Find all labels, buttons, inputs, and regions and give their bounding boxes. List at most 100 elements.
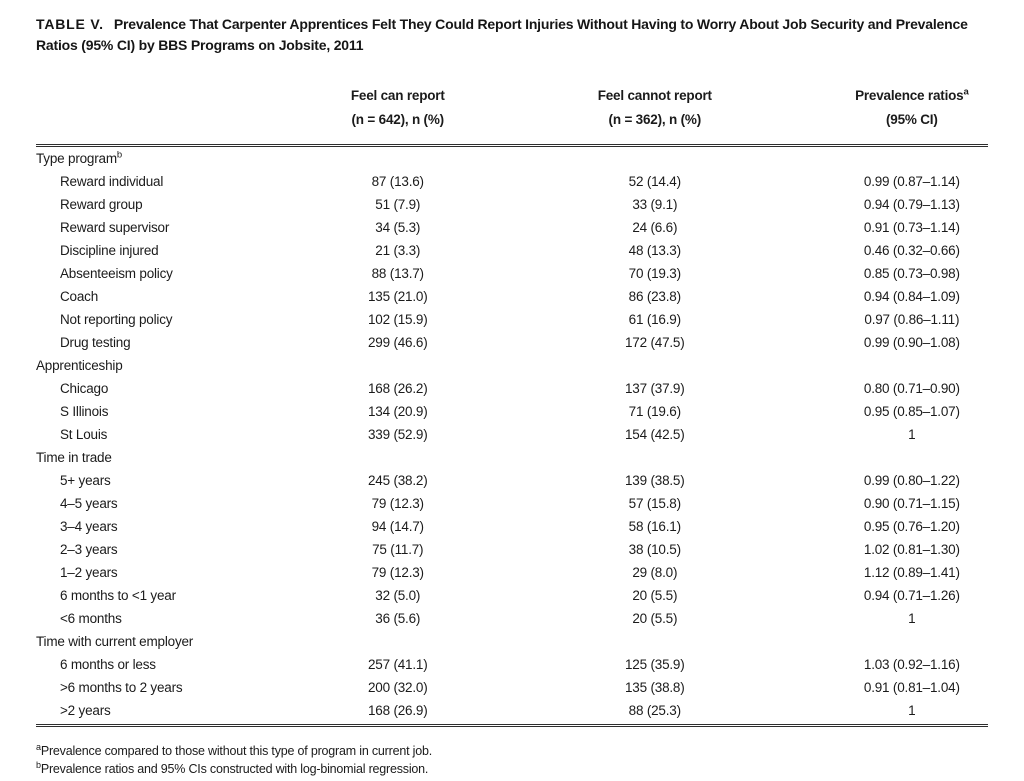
- row-label: Not reporting policy: [60, 312, 173, 327]
- cell-feel-cannot-report: 48 (13.3): [628, 243, 681, 258]
- cell-feel-can-report: 75 (11.7): [372, 542, 424, 557]
- table-body: Type programb Reward individual 87 (13.6…: [36, 146, 988, 727]
- section-label: Time in trade: [36, 450, 112, 465]
- cell-feel-cannot-report: 172 (47.5): [625, 335, 685, 350]
- cell-feel-cannot-report: 24 (6.6): [632, 220, 678, 235]
- table-caption: TABLE V. Prevalence That Carpenter Appren…: [36, 14, 988, 56]
- cell-feel-cannot-report: 154 (42.5): [625, 427, 685, 442]
- footnotes: aPrevalence compared to those without th…: [36, 742, 988, 778]
- column-header-line2: (95% CI): [885, 112, 938, 127]
- cell-feel-cannot-report: 52 (14.4): [628, 174, 681, 189]
- table-row: Reward group 51 (7.9) 33 (9.1) 0.94 (0.7…: [36, 193, 988, 216]
- table-row: S Illinois 134 (20.9) 71 (19.6) 0.95 (0.…: [36, 400, 988, 423]
- row-label: 4–5 years: [60, 496, 118, 511]
- cell-feel-can-report: 51 (7.9): [375, 197, 421, 212]
- table-row: Reward individual 87 (13.6) 52 (14.4) 0.…: [36, 170, 988, 193]
- row-label: <6 months: [60, 611, 122, 626]
- cell-prevalence-ratio: 1: [908, 427, 916, 442]
- row-label: Reward individual: [60, 174, 164, 189]
- cell-feel-can-report: 339 (52.9): [367, 427, 428, 442]
- cell-prevalence-ratio: 0.95 (0.76–1.20): [863, 519, 960, 534]
- row-label: S Illinois: [60, 404, 109, 419]
- cell-feel-can-report: 87 (13.6): [371, 174, 424, 189]
- footnote-text: Prevalence ratios and 95% CIs constructe…: [40, 762, 429, 776]
- section-row-time-with-current-employer: Time with current employer: [36, 630, 988, 653]
- table-row: St Louis 339 (52.9) 154 (42.5) 1: [36, 423, 988, 446]
- column-header-line1: Feel can report: [350, 88, 445, 103]
- footnote-a: aPrevalence compared to those without th…: [36, 742, 988, 760]
- cell-feel-can-report: 134 (20.9): [367, 404, 428, 419]
- cell-feel-cannot-report: 88 (25.3): [473, 699, 836, 727]
- cell-feel-cannot-report: 125 (35.9): [625, 657, 685, 672]
- table-row: 2–3 years 75 (11.7) 38 (10.5) 1.02 (0.81…: [36, 538, 988, 561]
- section-row-time-in-trade: Time in trade: [36, 446, 988, 469]
- row-label: Discipline injured: [60, 243, 159, 258]
- table-row: Reward supervisor 34 (5.3) 24 (6.6) 0.91…: [36, 216, 988, 239]
- table-header: Feel can report (n = 642), n (%) Feel ca…: [36, 84, 988, 147]
- cell-prevalence-ratio: 0.46 (0.32–0.66): [863, 243, 960, 258]
- cell-prevalence-ratio: 0.91 (0.73–1.14): [863, 220, 960, 235]
- data-table: Feel can report (n = 642), n (%) Feel ca…: [36, 84, 988, 727]
- table-row: Not reporting policy 102 (15.9) 61 (16.9…: [36, 308, 988, 331]
- cell-prevalence-ratio: 1.03 (0.92–1.16): [863, 657, 960, 672]
- column-header-line1: Feel cannot report: [597, 88, 712, 103]
- cell-feel-cannot-report: 135 (38.8): [625, 680, 685, 695]
- cell-prevalence-ratio: 0.85 (0.73–0.98): [863, 266, 960, 281]
- table-row: 6 months to <1 year 32 (5.0) 20 (5.5) 0.…: [36, 584, 988, 607]
- cell-feel-can-report: 257 (41.1): [367, 657, 428, 672]
- row-label: St Louis: [60, 427, 108, 442]
- footnote-marker-b: b: [36, 759, 41, 770]
- cell-feel-cannot-report: 57 (15.8): [628, 496, 681, 511]
- table-row: >2 years 168 (26.9) 88 (25.3) 1: [36, 699, 988, 727]
- footnote-ref-b: b: [116, 149, 122, 161]
- footnote-marker-a: a: [36, 741, 41, 752]
- row-label: 1–2 years: [60, 565, 118, 580]
- cell-feel-can-report: 21 (3.3): [375, 243, 421, 258]
- row-label: >6 months to 2 years: [60, 680, 183, 695]
- row-label: 6 months or less: [60, 657, 156, 672]
- cell-prevalence-ratio: 0.94 (0.84–1.09): [863, 289, 960, 304]
- cell-prevalence-ratio: 0.99 (0.87–1.14): [863, 174, 960, 189]
- row-label: Chicago: [60, 381, 109, 396]
- column-header-feel-can-report: Feel can report (n = 642), n (%): [321, 84, 474, 147]
- footnote-b: bPrevalence ratios and 95% CIs construct…: [36, 760, 988, 778]
- cell-feel-cannot-report: 38 (10.5): [628, 542, 681, 557]
- cell-feel-can-report: 32 (5.0): [375, 588, 421, 603]
- section-label: Time with current employer: [36, 634, 194, 649]
- row-label: 6 months to <1 year: [60, 588, 176, 603]
- table-row: Drug testing 299 (46.6) 172 (47.5) 0.99 …: [36, 331, 988, 354]
- cell-feel-can-report: 79 (12.3): [371, 496, 424, 511]
- cell-feel-cannot-report: 29 (8.0): [632, 565, 678, 580]
- row-label: 2–3 years: [60, 542, 118, 557]
- table-row: Discipline injured 21 (3.3) 48 (13.3) 0.…: [36, 239, 988, 262]
- cell-feel-can-report: 88 (13.7): [371, 266, 424, 281]
- row-label: Reward group: [60, 197, 143, 212]
- table-row: 6 months or less 257 (41.1) 125 (35.9) 1…: [36, 653, 988, 676]
- cell-feel-cannot-report: 61 (16.9): [628, 312, 681, 327]
- row-label: Coach: [60, 289, 99, 304]
- table-row: 1–2 years 79 (12.3) 29 (8.0) 1.12 (0.89–…: [36, 561, 988, 584]
- section-row-type-program: Type programb: [36, 146, 988, 171]
- cell-feel-cannot-report: 86 (23.8): [628, 289, 681, 304]
- cell-feel-can-report: 102 (15.9): [367, 312, 428, 327]
- footnote-text: Prevalence compared to those without thi…: [40, 744, 432, 758]
- cell-feel-can-report: 168 (26.2): [367, 381, 428, 396]
- column-header-line1: Prevalence ratiosa: [855, 86, 969, 103]
- cell-prevalence-ratio: 0.91 (0.81–1.04): [863, 680, 960, 695]
- cell-feel-cannot-report: 137 (37.9): [625, 381, 685, 396]
- table-row: Coach 135 (21.0) 86 (23.8) 0.94 (0.84–1.…: [36, 285, 988, 308]
- cell-prevalence-ratio: 0.95 (0.85–1.07): [863, 404, 960, 419]
- row-label: Reward supervisor: [60, 220, 170, 235]
- table-row: <6 months 36 (5.6) 20 (5.5) 1: [36, 607, 988, 630]
- table-number: TABLE V.: [36, 16, 104, 32]
- cell-prevalence-ratio: 0.99 (0.90–1.08): [863, 335, 960, 350]
- table-row: 5+ years 245 (38.2) 139 (38.5) 0.99 (0.8…: [36, 469, 988, 492]
- cell-feel-can-report: 79 (12.3): [371, 565, 424, 580]
- cell-prevalence-ratio: 1.02 (0.81–1.30): [863, 542, 960, 557]
- cell-feel-can-report: 200 (32.0): [367, 680, 428, 695]
- cell-feel-can-report: 94 (14.7): [371, 519, 424, 534]
- cell-feel-cannot-report: 20 (5.5): [632, 588, 678, 603]
- table-row: Chicago 168 (26.2) 137 (37.9) 0.80 (0.71…: [36, 377, 988, 400]
- column-header-empty: [36, 84, 322, 147]
